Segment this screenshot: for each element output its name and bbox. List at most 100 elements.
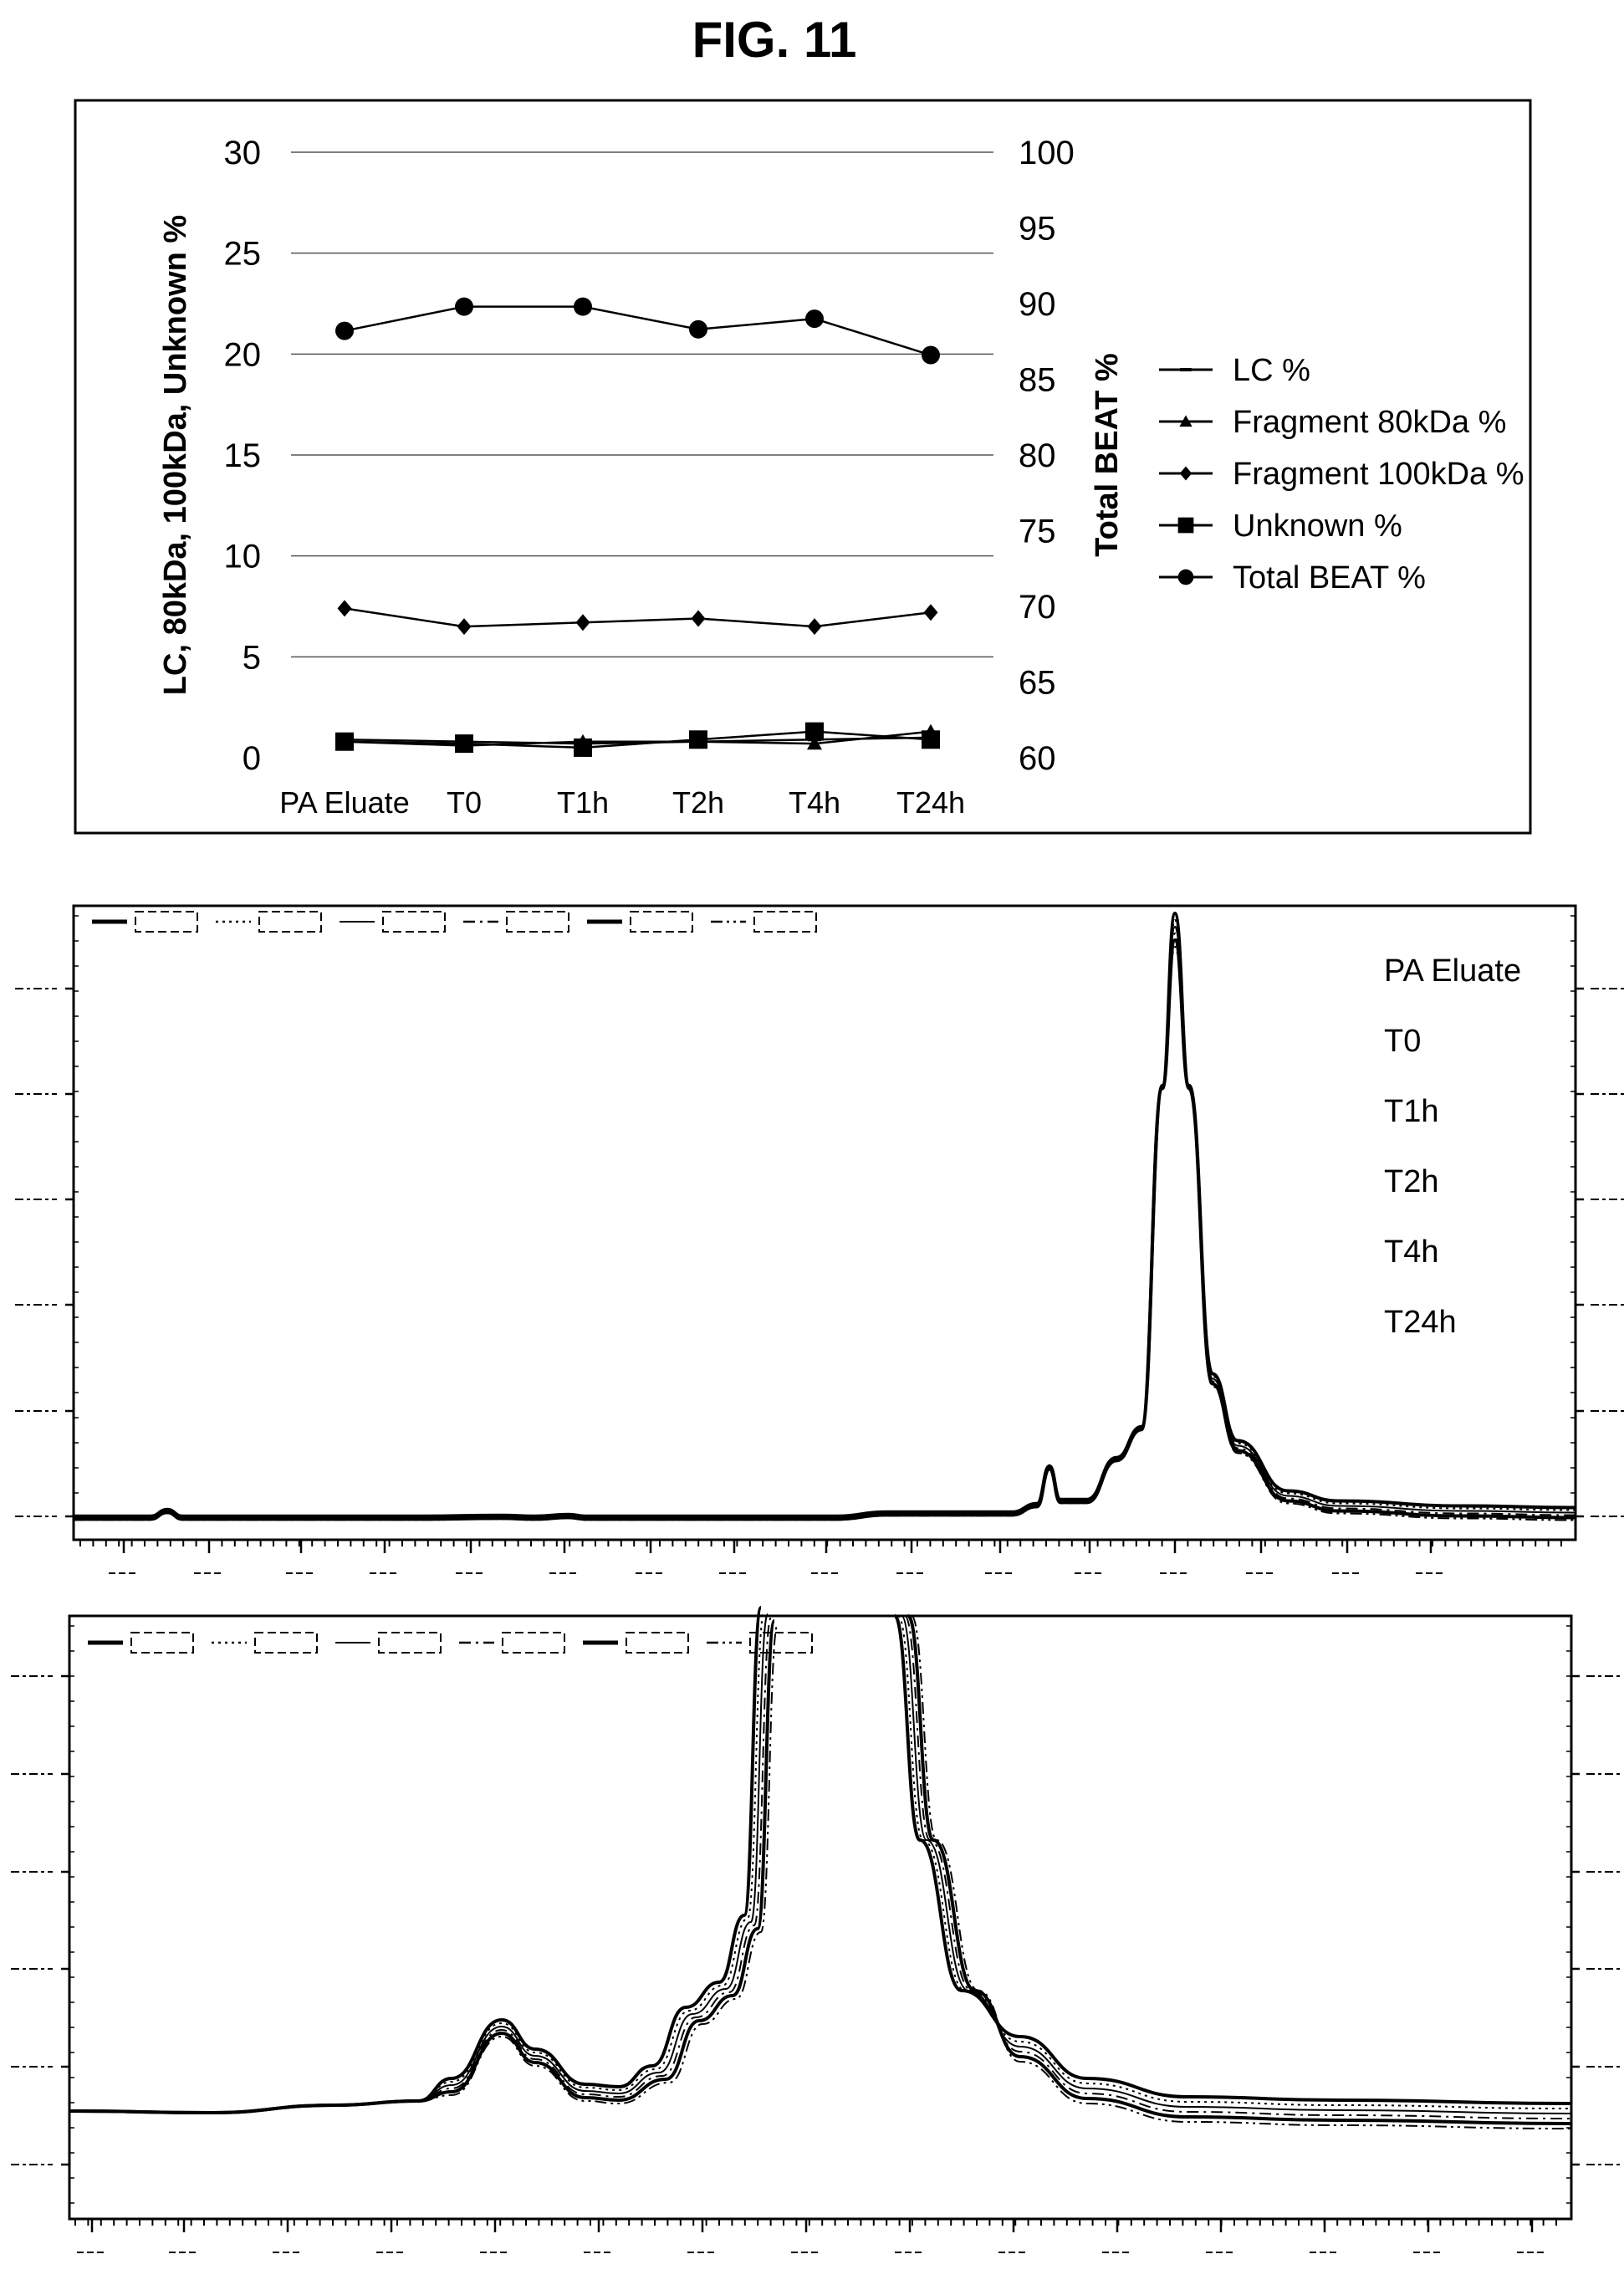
right-y-axis-label: Total BEAT %: [1090, 353, 1125, 556]
chromatogram-frame: [72, 904, 1577, 1541]
data-point: [575, 614, 590, 631]
data-point: [807, 736, 822, 750]
legend-label: LC %: [1233, 353, 1310, 388]
right-y-tick-label: 100: [1019, 135, 1075, 171]
series-fragment-100kda: [337, 600, 938, 636]
left-y-tick-label: 30: [224, 135, 262, 171]
chromatogram-trace-left: [69, 1623, 779, 2114]
data-point: [689, 730, 707, 749]
data-point: [335, 321, 354, 340]
legend-label-placeholder: [258, 911, 322, 933]
chromatogram-trace: [73, 911, 1576, 1518]
chromatogram-trace: [73, 918, 1576, 1518]
data-point: [457, 618, 472, 636]
chromatogram-trace-left: [69, 1613, 769, 2114]
legend-label-placeholder: [254, 1632, 318, 1654]
chromatogram-trace-right: [901, 1615, 1572, 2114]
zoomed-chromatogram-legend: [88, 1632, 813, 1654]
chromatogram-sample-labels: PA Eluate T0 T1h T2h T4h T24h: [1384, 953, 1521, 1340]
legend-label-placeholder: [626, 1632, 689, 1654]
chromatogram-trace: [74, 925, 1576, 1519]
x-tick-label: PA Eluate: [279, 785, 409, 820]
legend-label-placeholder: [630, 911, 693, 933]
chart-legend: LC % Fragment 80kDa % Fragment 100kDa % Unk…: [1159, 353, 1524, 596]
legend-label-placeholder: [135, 911, 198, 933]
legend-label-placeholder: [753, 911, 817, 933]
data-point: [455, 297, 473, 316]
chromatogram-trace: [74, 945, 1576, 1521]
chromatogram-trace-right: [911, 1615, 1572, 2129]
legend-entry: Total BEAT %: [1159, 560, 1426, 596]
data-point: [691, 610, 706, 627]
right-y-tick-label: 95: [1019, 211, 1056, 248]
left-y-axis-label: LC, 80kDa, 100kDa, Unknown %: [158, 215, 193, 695]
data-point: [337, 600, 352, 617]
sample-label: T1h: [1384, 1094, 1438, 1129]
legend-entry: Unknown %: [1159, 509, 1402, 544]
data-point: [689, 319, 707, 339]
data-point: [1179, 466, 1192, 481]
left-y-tick-label: 15: [224, 437, 262, 474]
sample-label: PA Eluate: [1384, 953, 1521, 989]
data-point: [922, 345, 940, 365]
chromatogram-trace: [74, 932, 1576, 1520]
left-y-tick-label: 0: [243, 740, 261, 777]
chromatogram-trace-right: [904, 1615, 1572, 2119]
left-y-tick-label: 25: [224, 236, 262, 273]
data-point: [1179, 415, 1192, 427]
chromatogram-trace-left: [69, 1606, 763, 2115]
legend-label: Unknown %: [1233, 509, 1402, 544]
x-tick-label: T0: [447, 785, 482, 820]
chromatogram-legend: [92, 911, 817, 933]
right-y-tick-label: 60: [1019, 740, 1056, 777]
sample-label: T4h: [1384, 1235, 1438, 1270]
series-total-beat: [335, 297, 940, 365]
legend-entry: Fragment 80kDa %: [1159, 405, 1506, 440]
legend-label-placeholder: [502, 1632, 565, 1654]
chromatogram-trace-left: [69, 1610, 765, 2114]
series-line: [344, 730, 932, 749]
chromatogram-trace-left: [69, 1617, 772, 2114]
data-point: [1177, 569, 1194, 585]
chromatogram-trace-right: [906, 1614, 1572, 2125]
chromatogram-trace: [74, 938, 1576, 1521]
legend-entry: LC %: [1159, 353, 1310, 388]
right-y-tick-label: 80: [1019, 437, 1056, 474]
data-point: [807, 618, 822, 636]
right-y-axis-ticks: 60 65 70 75 80 85 90 95 100: [1019, 135, 1075, 777]
left-y-axis-ticks: 0 5 10 15 20 25 30: [224, 135, 262, 777]
x-tick-label: T1h: [557, 785, 609, 820]
legend-label-placeholder: [382, 911, 446, 933]
figure-title: FIG. 11: [692, 12, 857, 68]
data-point: [455, 734, 473, 754]
data-point: [805, 722, 824, 741]
right-y-tick-label: 75: [1019, 514, 1056, 550]
series-line: [344, 607, 932, 628]
data-point: [1177, 517, 1194, 534]
legend-label-placeholder: [749, 1632, 813, 1654]
right-y-tick-label: 70: [1019, 589, 1056, 626]
chart-frame: [74, 99, 1532, 835]
data-point: [922, 730, 940, 749]
sample-label: T24h: [1384, 1305, 1457, 1340]
series-fragment-80kda: [337, 723, 938, 752]
legend-entry: Fragment 100kDa %: [1159, 457, 1524, 492]
series-line: [344, 305, 932, 356]
legend-label-placeholder: [506, 911, 569, 933]
chromatogram-trace-right: [893, 1614, 1572, 2105]
right-y-tick-label: 65: [1019, 665, 1056, 702]
right-y-tick-label: 85: [1019, 362, 1056, 399]
zoomed-chromatogram-traces: [69, 1606, 1572, 2129]
chromatogram-traces: [73, 911, 1576, 1521]
data-point: [574, 297, 592, 316]
left-y-tick-label: 20: [224, 336, 262, 373]
left-y-tick-label: 5: [243, 639, 261, 676]
legend-label-placeholder: [130, 1632, 194, 1654]
sample-label: T2h: [1384, 1164, 1438, 1199]
left-y-tick-label: 10: [224, 539, 262, 575]
x-tick-label: T24h: [896, 785, 965, 820]
zoomed-chromatogram-frame: [68, 1614, 1573, 2221]
legend-label: Fragment 80kDa %: [1233, 405, 1506, 440]
x-tick-label: T2h: [672, 785, 724, 820]
